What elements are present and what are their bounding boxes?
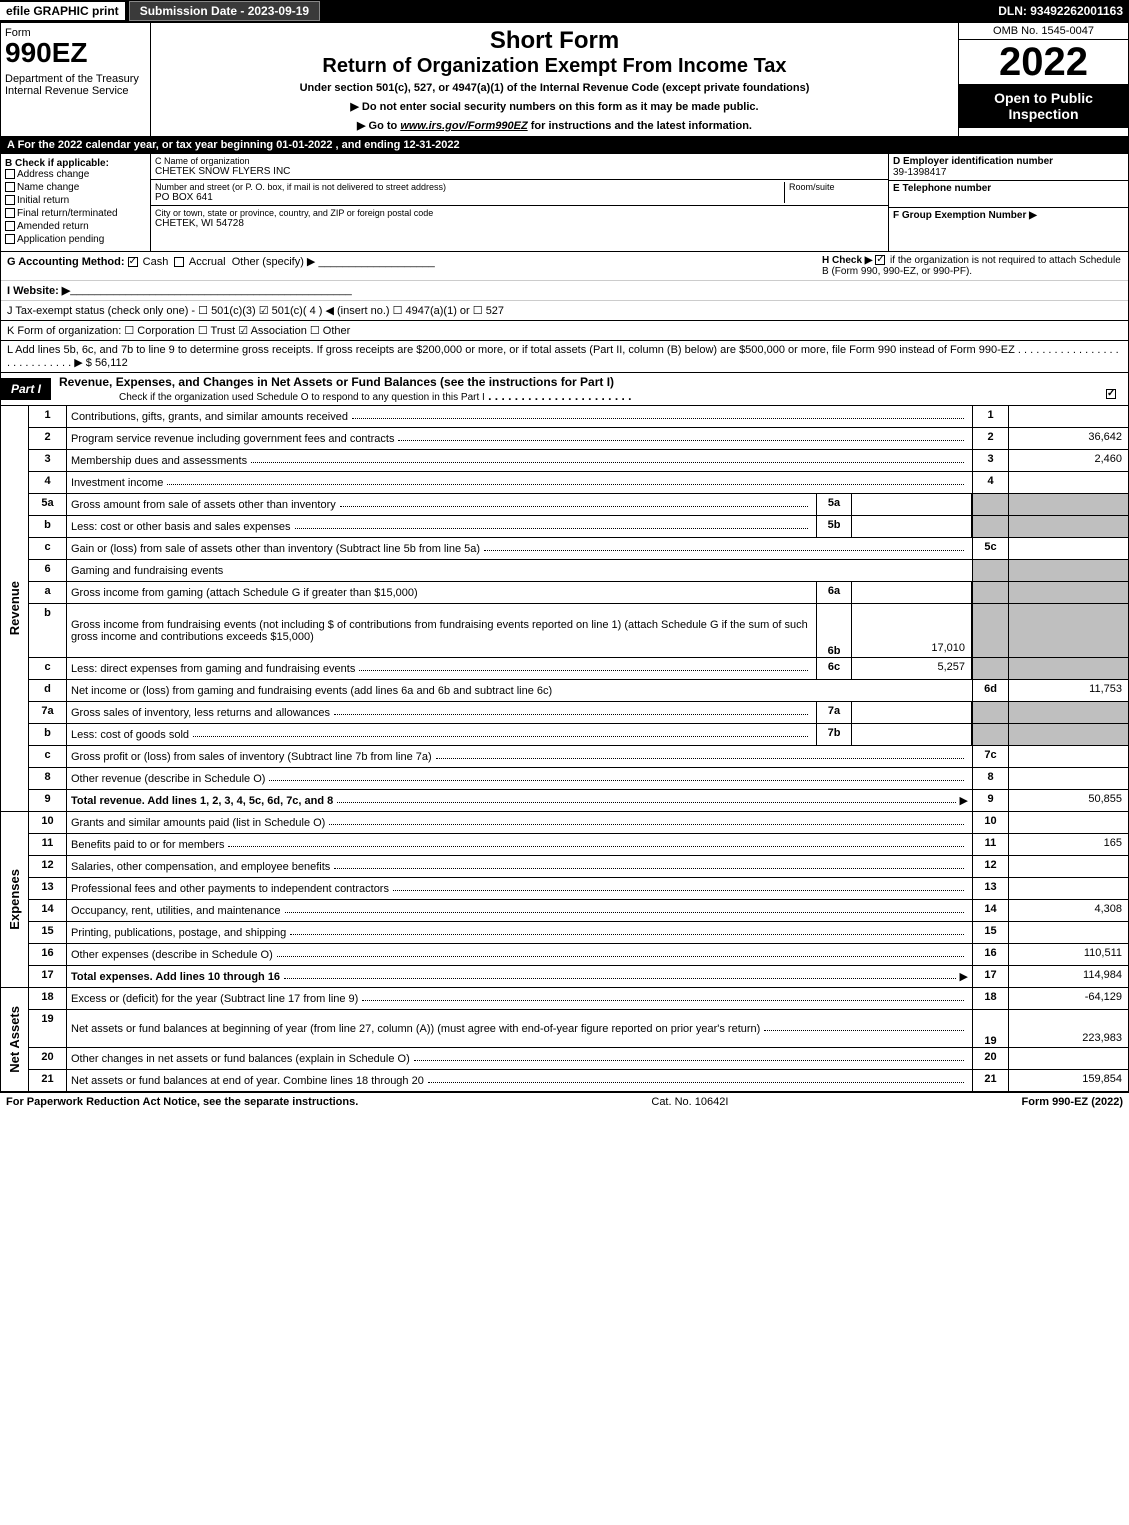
form-header: Form 990EZ Department of the Treasury In… <box>0 22 1129 137</box>
part1-sub: Check if the organization used Schedule … <box>59 392 485 403</box>
val-18: -64,129 <box>1008 988 1128 1009</box>
part1-table: Revenue 1Contributions, gifts, grants, a… <box>0 406 1129 1092</box>
g-label: G Accounting Method: <box>7 256 125 268</box>
link-note: ▶ Go to www.irs.gov/Form990EZ for instru… <box>159 119 950 132</box>
row-j: J Tax-exempt status (check only one) - ☐… <box>1 300 1128 320</box>
row-k: K Form of organization: ☐ Corporation ☐ … <box>0 321 1129 341</box>
col-d-ids: D Employer identification number 39-1398… <box>888 154 1128 251</box>
row-a-period: A For the 2022 calendar year, or tax yea… <box>0 137 1129 154</box>
val-16: 110,511 <box>1008 944 1128 965</box>
room-label: Room/suite <box>789 182 884 192</box>
section-bcd: B Check if applicable: Address change Na… <box>0 154 1129 251</box>
expenses-group: Expenses 10Grants and similar amounts pa… <box>1 812 1128 988</box>
city-row: City or town, state or province, country… <box>151 206 888 231</box>
ck-name[interactable]: Name change <box>5 182 146 193</box>
header-left: Form 990EZ Department of the Treasury In… <box>1 23 151 136</box>
expenses-sidebar: Expenses <box>1 812 29 988</box>
ck-amended[interactable]: Amended return <box>5 221 146 232</box>
val-14: 4,308 <box>1008 900 1128 921</box>
col-c-org: C Name of organization CHETEK SNOW FLYER… <box>151 154 888 251</box>
netassets-sidebar: Net Assets <box>1 988 29 1092</box>
dept-label: Department of the Treasury Internal Reve… <box>5 73 146 97</box>
group-label: F Group Exemption Number ▶ <box>893 210 1124 221</box>
val-9: 50,855 <box>1008 790 1128 811</box>
form-number: 990EZ <box>5 39 146 67</box>
page-footer: For Paperwork Reduction Act Notice, see … <box>0 1092 1129 1111</box>
ck-sched-b[interactable] <box>875 255 885 265</box>
subtitle: Under section 501(c), 527, or 4947(a)(1)… <box>159 82 950 94</box>
city-value: CHETEK, WI 54728 <box>155 218 884 229</box>
ck-sched-o[interactable] <box>1106 389 1116 399</box>
val-6b: 17,010 <box>852 604 972 657</box>
city-label: City or town, state or province, country… <box>155 208 884 218</box>
dln-label: DLN: 93492262001163 <box>998 4 1129 18</box>
val-6c: 5,257 <box>852 658 972 679</box>
street-label: Number and street (or P. O. box, if mail… <box>155 182 784 192</box>
ck-initial[interactable]: Initial return <box>5 195 146 206</box>
ssn-note: ▶ Do not enter social security numbers o… <box>159 100 950 113</box>
org-name: CHETEK SNOW FLYERS INC <box>155 166 884 177</box>
phone-row: E Telephone number <box>889 181 1128 208</box>
row-i: I Website: ▶ ___________________________… <box>1 280 1128 300</box>
tax-year: 2022 <box>959 40 1128 84</box>
ein-label: D Employer identification number <box>893 156 1124 167</box>
part1-title: Revenue, Expenses, and Changes in Net As… <box>51 373 1128 405</box>
ck-address[interactable]: Address change <box>5 169 146 180</box>
header-right: OMB No. 1545-0047 2022 Open to Public In… <box>958 23 1128 136</box>
val-17: 114,984 <box>1008 966 1128 987</box>
footer-left: For Paperwork Reduction Act Notice, see … <box>6 1096 358 1108</box>
submission-date: Submission Date - 2023-09-19 <box>129 1 320 21</box>
ck-final[interactable]: Final return/terminated <box>5 208 146 219</box>
group-row: F Group Exemption Number ▶ <box>889 208 1128 223</box>
efile-label: efile GRAPHIC print <box>0 2 125 20</box>
netassets-group: Net Assets 18Excess or (deficit) for the… <box>1 988 1128 1092</box>
row-g: G Accounting Method: Cash Accrual Other … <box>1 252 1128 280</box>
ck-accrual[interactable] <box>174 257 184 267</box>
top-bar: efile GRAPHIC print Submission Date - 20… <box>0 0 1129 22</box>
note2-pre: ▶ Go to <box>357 120 400 132</box>
val-6d: 11,753 <box>1008 680 1128 701</box>
street-value: PO BOX 641 <box>155 192 784 203</box>
org-name-row: C Name of organization CHETEK SNOW FLYER… <box>151 154 888 180</box>
street-row: Number and street (or P. O. box, if mail… <box>151 180 888 206</box>
val-2: 36,642 <box>1008 428 1128 449</box>
col-b-checkboxes: B Check if applicable: Address change Na… <box>1 154 151 251</box>
val-3: 2,460 <box>1008 450 1128 471</box>
irs-link[interactable]: www.irs.gov/Form990EZ <box>400 120 527 132</box>
part1-header: Part I Revenue, Expenses, and Changes in… <box>0 373 1129 406</box>
phone-label: E Telephone number <box>893 183 1124 194</box>
ck-pending[interactable]: Application pending <box>5 234 146 245</box>
row-l: L Add lines 5b, 6c, and 7b to line 9 to … <box>0 341 1129 373</box>
part1-tab: Part I <box>1 378 51 400</box>
main-title: Return of Organization Exempt From Incom… <box>159 55 950 78</box>
ein-value: 39-1398417 <box>893 167 1124 178</box>
header-center: Short Form Return of Organization Exempt… <box>151 23 958 136</box>
val-11: 165 <box>1008 834 1128 855</box>
org-name-label: C Name of organization <box>155 156 884 166</box>
val-21: 159,854 <box>1008 1070 1128 1091</box>
inspection-label: Open to Public Inspection <box>959 84 1128 128</box>
ein-row: D Employer identification number 39-1398… <box>889 154 1128 181</box>
ck-cash[interactable] <box>128 257 138 267</box>
col-b-title: B Check if applicable: <box>5 158 146 169</box>
footer-mid: Cat. No. 10642I <box>358 1096 1021 1108</box>
val-19: 223,983 <box>1008 1010 1128 1047</box>
omb-number: OMB No. 1545-0047 <box>959 23 1128 40</box>
note2-post: for instructions and the latest informat… <box>528 120 752 132</box>
short-form-title: Short Form <box>159 27 950 55</box>
footer-right: Form 990-EZ (2022) <box>1022 1096 1123 1108</box>
section-ghij: G Accounting Method: Cash Accrual Other … <box>0 251 1129 321</box>
revenue-sidebar: Revenue <box>1 406 29 812</box>
row-h: H Check ▶ if the organization is not req… <box>822 255 1122 277</box>
revenue-group: Revenue 1Contributions, gifts, grants, a… <box>1 406 1128 812</box>
